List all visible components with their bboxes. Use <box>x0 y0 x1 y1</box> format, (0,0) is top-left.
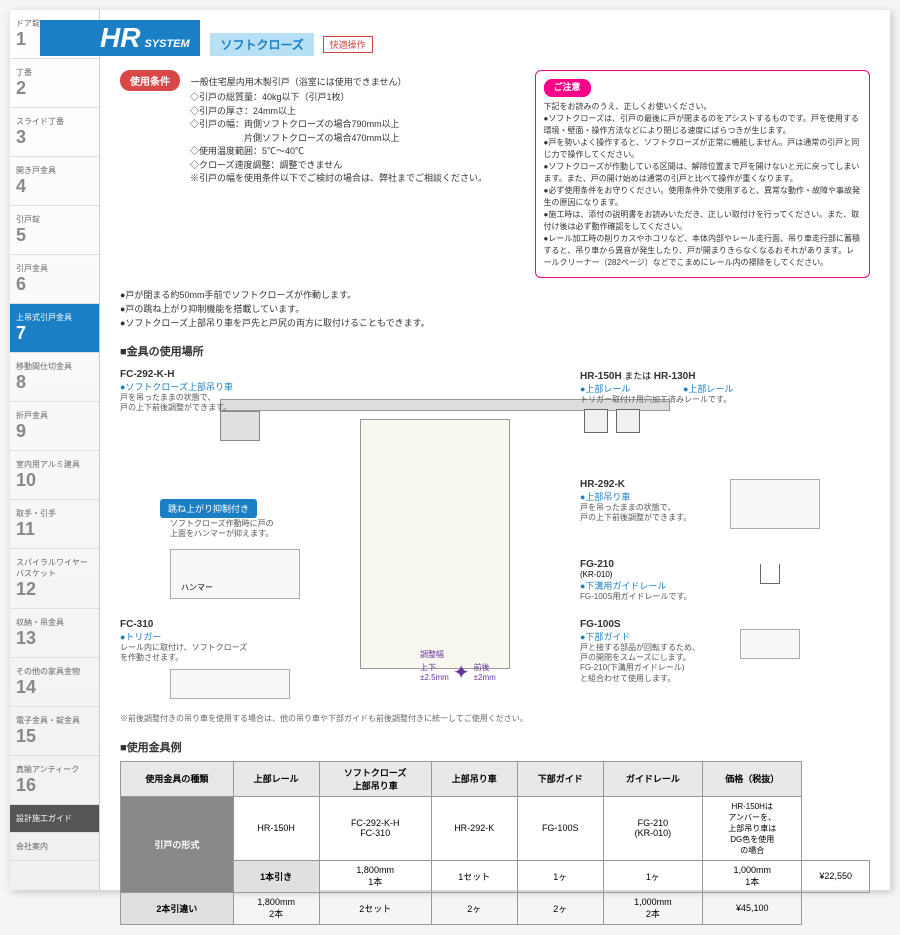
sidebar-item-company[interactable]: 会社案内 <box>10 833 99 861</box>
sidebar-item-14[interactable]: その他の家具金物14 <box>10 658 99 707</box>
sidebar-item-guide[interactable]: 設計施工ガイド <box>10 805 99 833</box>
row-0-3: 1ヶ <box>603 860 702 892</box>
part-fg210: FG-210 (KR-010) ●下溝用ガイドレール FG-100S用ガイドレー… <box>580 559 692 602</box>
sidebar-item-5[interactable]: 引戸錠5 <box>10 206 99 255</box>
main-content: HRSYSTEM ソフトクローズ 快適操作 使用条件 一般住宅屋内用木製引戸（浴… <box>100 10 890 935</box>
sidebar-item-6[interactable]: 引戸金具6 <box>10 255 99 304</box>
row-0-0: 1,800mm 1本 <box>319 860 431 892</box>
part-fg100s: FG-100S ●下部ガイド 戸と接する部品が回転するため、 戸の開閉をスムーズ… <box>580 619 700 685</box>
sidebar-item-10[interactable]: 室内用アルミ建具10 <box>10 451 99 500</box>
part-fc310: FC-310 ●トリガー レール内に取付け、ソフトクローズ を作動させます。 <box>120 619 247 664</box>
usage-line-3: ◇引戸の幅：両側ソフトクローズの場合790mm以上 <box>190 118 523 132</box>
sidebar-item-2[interactable]: 丁番2 <box>10 59 99 108</box>
row-0-5: ¥22,550 <box>802 860 870 892</box>
sub-5: FG-210 (KR-010) <box>603 796 702 860</box>
product-title: HRSYSTEM <box>40 20 200 56</box>
usage-line-0: 一般住宅屋内用木製引戸（浴室には使用できません） <box>191 77 407 87</box>
part-hr292k: HR-292-K ●上部吊り車 戸を吊ったままの状態で、 戸の上下前後調整ができ… <box>580 479 691 524</box>
sidebar-item-9[interactable]: 折戸金具9 <box>10 402 99 451</box>
section-table-title: ■使用金具例 <box>120 739 870 755</box>
usage-line-2: ◇引戸の厚さ：24mm以上 <box>190 105 523 119</box>
softclose-badge: ソフトクローズ <box>210 33 313 56</box>
bullet-0: ●戸が閉まる約50mm手前でソフトクローズが作動します。 <box>120 288 870 302</box>
sidebar-item-4[interactable]: 開き戸金具4 <box>10 157 99 206</box>
catalog-page: ドア錠1 丁番2 スライド丁番3 開き戸金具4 引戸錠5 引戸金具6 上吊式引戸… <box>10 10 890 890</box>
hr292k-illustration <box>730 479 820 529</box>
sidebar-item-3[interactable]: スライド丁番3 <box>10 108 99 157</box>
row-1-2: 2ヶ <box>431 892 517 924</box>
part-fc292kh: FC-292-K-H ●ソフトクローズ上部吊り車 戸を吊ったままの状態で、 戸の… <box>120 369 233 414</box>
fg210-profile-icon <box>760 564 780 584</box>
th-2: ソフトクローズ 上部吊り車 <box>319 761 431 796</box>
bullet-1: ●戸の跳ね上がり抑制機能を搭載しています。 <box>120 302 870 316</box>
th-1: 上部レール <box>233 761 319 796</box>
type-label: 引戸の形式 <box>121 796 234 892</box>
usage-line-1: ◇引戸の総質量：40kg以下（引戸1枚） <box>190 91 523 105</box>
usage-line-4: 片側ソフトクローズの場合470mm以上 <box>190 132 523 146</box>
row-0-2: 1ヶ <box>517 860 603 892</box>
row-1-name: 2本引違い <box>121 892 234 924</box>
sidebar-item-8[interactable]: 移動間仕切金具8 <box>10 353 99 402</box>
sub-1: HR-150H <box>233 796 319 860</box>
sub-4: FG-100S <box>517 796 603 860</box>
sidebar-item-11[interactable]: 取手・引手11 <box>10 500 99 549</box>
sub-2: FC-292-K-H FC-310 <box>319 796 431 860</box>
usage-line-5: ◇使用温度範囲：5℃〜40℃ <box>190 145 523 159</box>
row-1-1: 2セット <box>319 892 431 924</box>
price-note: HR-150Hは アンバーを、 上部吊り車は DG色を使用 の場合 <box>703 796 802 860</box>
usage-conditions: 使用条件 一般住宅屋内用木製引戸（浴室には使用できません） ◇引戸の総質量：40… <box>120 70 523 186</box>
th-0: 使用金具の種類 <box>121 761 234 796</box>
bullet-2: ●ソフトクローズ上部吊り車を戸先と戸尻の両方に取付けることもできます。 <box>120 316 870 330</box>
caution-title: ご注意 <box>544 79 591 97</box>
rail-profile-icon <box>616 409 640 433</box>
sidebar-item-7[interactable]: 上吊式引戸金具7 <box>10 304 99 353</box>
row-1-4: 1,000mm 2本 <box>603 892 702 924</box>
hanger-illustration <box>220 411 260 441</box>
usage-badge: 使用条件 <box>120 70 180 91</box>
door-illustration <box>360 419 510 669</box>
th-3: 上部吊り車 <box>431 761 517 796</box>
th-6: 価格（税抜） <box>703 761 802 796</box>
sidebar-nav: ドア錠1 丁番2 スライド丁番3 開き戸金具4 引戸錠5 引戸金具6 上吊式引戸… <box>10 10 100 890</box>
bounce-desc: ソフトクローズ作動時に戸の 上面をハンマーが抑えます。 <box>170 519 300 540</box>
sidebar-item-12[interactable]: スパイラルワイヤーバスケット12 <box>10 549 99 609</box>
row-0-name: 1本引き <box>233 860 319 892</box>
adjustment-indicator: 調整幅 上下 ±2.5mm ✦ 前後 ±2mm <box>420 649 496 685</box>
sidebar-item-13[interactable]: 収納・吊金具13 <box>10 609 99 658</box>
fc310-illustration <box>170 669 290 699</box>
row-1-3: 2ヶ <box>517 892 603 924</box>
bounce-callout: 跳ね上がり抑制付き <box>160 499 257 518</box>
feature-bullets: ●戸が閉まる約50mm手前でソフトクローズが作動します。 ●戸の跳ね上がり抑制機… <box>120 288 870 331</box>
sidebar-item-15[interactable]: 電子金具・錠金具15 <box>10 707 99 756</box>
part-hr150h: HR-150H または HR-130H ●上部レール ●上部レール トリガー取付… <box>580 369 733 435</box>
hammer-illustration: ハンマー <box>170 549 300 599</box>
sub-3: HR-292-K <box>431 796 517 860</box>
caution-text: 下記をお読みのうえ、正しくお使いください。 ●ソフトクローズは、引戸の最後に戸が… <box>544 101 861 269</box>
sidebar-item-16[interactable]: 真鍮アンティーク16 <box>10 756 99 805</box>
row-1-5: ¥45,100 <box>703 892 802 924</box>
usage-line-7: ※引戸の幅を使用条件以下でご検討の場合は、弊社までご相談ください。 <box>190 172 523 186</box>
caution-box: ご注意 下記をお読みのうえ、正しくお使いください。 ●ソフトクローズは、引戸の最… <box>535 70 870 278</box>
row-1-0: 1,800mm 2本 <box>233 892 319 924</box>
th-4: 下部ガイド <box>517 761 603 796</box>
parts-note: ※前後調整付きの吊り車を使用する場合は、他の吊り車や下部ガイドも前後調整付きに統… <box>120 713 870 724</box>
th-5: ガイドレール <box>603 761 702 796</box>
rail-profile-icon <box>584 409 608 433</box>
feature-badge: 快適操作 <box>323 36 373 53</box>
spec-table: 使用金具の種類 上部レール ソフトクローズ 上部吊り車 上部吊り車 下部ガイド … <box>120 761 870 925</box>
fg100s-illustration <box>740 629 800 659</box>
section-parts-title: ■金具の使用場所 <box>120 343 870 359</box>
row-0-1: 1セット <box>431 860 517 892</box>
row-0-4: 1,000mm 1本 <box>703 860 802 892</box>
parts-diagram: FC-292-K-H ●ソフトクローズ上部吊り車 戸を吊ったままの状態で、 戸の… <box>120 369 870 709</box>
usage-line-6: ◇クローズ速度調整：調整できません <box>190 159 523 173</box>
page-header: HRSYSTEM ソフトクローズ 快適操作 <box>120 20 870 60</box>
